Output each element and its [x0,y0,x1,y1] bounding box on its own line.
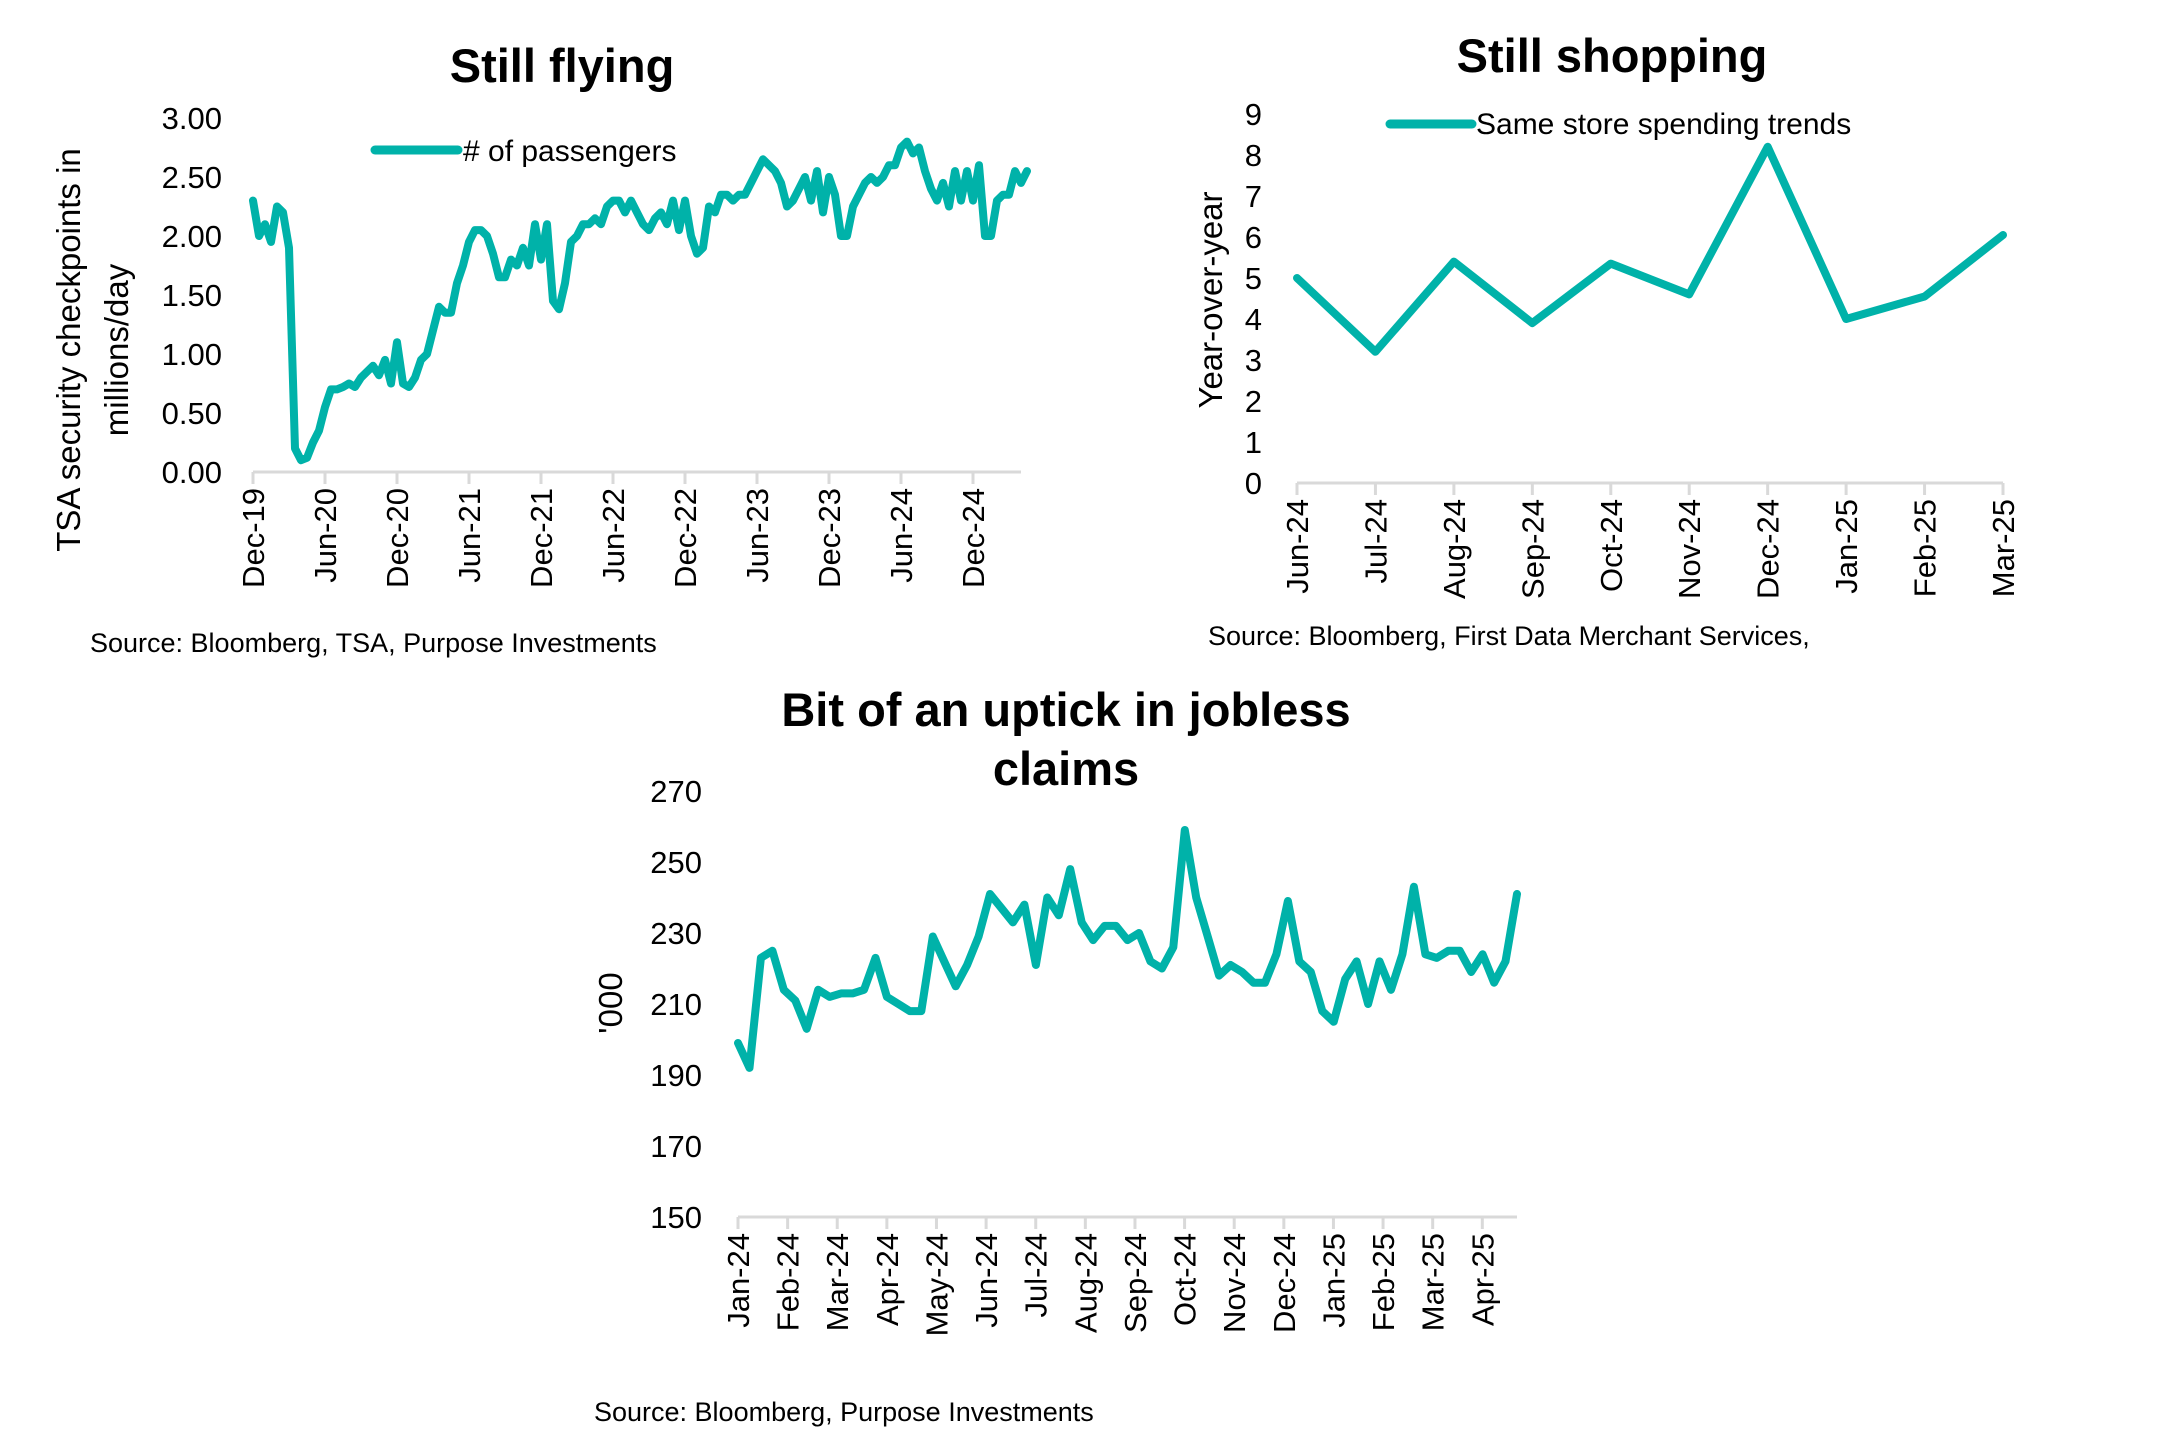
x-tick-label: Dec-24 [956,488,991,588]
x-tick-label: Oct-24 [1168,1233,1203,1326]
y-tick-label: 170 [650,1129,702,1164]
y-tick-label: 0.00 [162,455,222,490]
x-tick-label: Sep-24 [1515,499,1550,599]
y-tick-label: 210 [650,987,702,1022]
x-tick-label: Feb-24 [771,1233,806,1331]
x-tick-label: Jan-25 [1316,1233,1351,1328]
y-tick-label: 1.50 [162,278,222,313]
x-tick-label: Jun-21 [452,488,487,583]
legend-label: Same store spending trends [1476,108,1851,141]
y-tick-label: 230 [650,916,702,951]
y-tick-label: 270 [650,774,702,809]
x-tick-label: Apr-24 [870,1233,905,1326]
chart-title: Still shopping [1457,29,1768,82]
x-tick-label: Jun-24 [1280,499,1315,594]
y-tick-label: 8 [1245,138,1262,173]
y-tick-label: 0.50 [162,396,222,431]
x-tick-label: Apr-25 [1465,1233,1500,1326]
x-tick-label: Aug-24 [1068,1233,1103,1333]
x-tick-label: Mar-25 [1416,1233,1451,1331]
x-tick-label: Jan-25 [1829,499,1864,594]
chart-3: Bit of an uptick in jobless claims '000 150… [592,683,1521,1427]
y-tick-label: 2.00 [162,219,222,254]
x-tick-label: Feb-25 [1366,1233,1401,1331]
x-tick-label: Dec-22 [668,488,703,588]
chart-title: Still flying [450,39,675,92]
x-tick-label: Jun-20 [308,488,343,583]
chart-1: Still flying # of passengers TSA security … [50,39,1031,658]
series-line [249,137,1031,465]
y-tick-label: 3 [1245,343,1262,378]
series-line [734,826,1521,1072]
y-tick-label: 5 [1245,261,1262,296]
x-tick-label: Jun-24 [969,1233,1004,1328]
x-tick-label: Oct-24 [1594,499,1629,592]
y-tick-label: 0 [1245,466,1262,501]
x-tick-label: Dec-21 [524,488,559,588]
x-tick-label: Sep-24 [1118,1233,1153,1333]
y-tick-label: 1 [1245,425,1262,460]
source-note: Source: Bloomberg, TSA, Purpose Investme… [90,628,657,658]
x-tick-label: Feb-25 [1908,499,1943,597]
x-tick-label: Jun-24 [884,488,919,583]
x-tick-label: Jun-23 [740,488,775,583]
y-tick-label: 7 [1245,179,1262,214]
x-tick-label: Jul-24 [1358,499,1393,583]
y-axis-title: TSA security checkpoints in [50,148,87,552]
x-tick-label: Jul-24 [1019,1233,1054,1317]
legend-label: # of passengers [463,135,676,168]
y-axis-title: millions/day [98,263,135,436]
x-tick-label: Jan-24 [721,1233,756,1328]
x-tick-label: Jun-22 [596,488,631,583]
x-tick-label: Dec-23 [812,488,847,588]
chart-title: claims [993,742,1139,795]
chart-2: Still shopping Same store spending trends… [1192,29,2021,651]
y-tick-label: 2 [1245,384,1262,419]
y-tick-label: 9 [1245,97,1262,132]
x-tick-label: Dec-24 [1751,499,1786,599]
y-tick-label: 2.50 [162,160,222,195]
chart-title: Bit of an uptick in jobless [781,683,1350,736]
y-tick-label: 1.00 [162,337,222,372]
source-note: Source: Bloomberg, First Data Merchant S… [1208,621,1810,651]
y-axis-title: Year-over-year [1192,191,1229,408]
x-tick-label: Dec-24 [1267,1233,1302,1333]
x-tick-label: May-24 [919,1233,954,1336]
x-tick-label: Nov-24 [1217,1233,1252,1333]
x-tick-label: Mar-24 [820,1233,855,1331]
y-tick-label: 3.00 [162,101,222,136]
x-tick-label: Dec-19 [236,488,271,588]
series-line [1293,142,2007,356]
y-axis-title: '000 [592,972,629,1033]
y-tick-label: 150 [650,1200,702,1235]
x-tick-label: Aug-24 [1437,499,1472,599]
x-tick-label: Mar-25 [1986,499,2021,597]
source-note: Source: Bloomberg, Purpose Investments [594,1397,1094,1427]
y-tick-label: 6 [1245,220,1262,255]
y-tick-label: 250 [650,845,702,880]
x-tick-label: Nov-24 [1672,499,1707,599]
x-tick-label: Dec-20 [380,488,415,588]
y-tick-label: 4 [1245,302,1262,337]
y-tick-label: 190 [650,1058,702,1093]
